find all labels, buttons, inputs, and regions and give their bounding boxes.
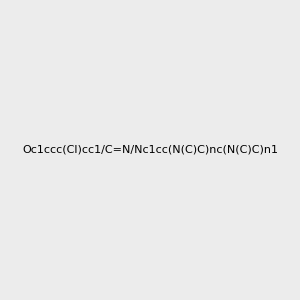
Text: Oc1ccc(Cl)cc1/C=N/Nc1cc(N(C)C)nc(N(C)C)n1: Oc1ccc(Cl)cc1/C=N/Nc1cc(N(C)C)nc(N(C)C)n… xyxy=(22,145,278,155)
